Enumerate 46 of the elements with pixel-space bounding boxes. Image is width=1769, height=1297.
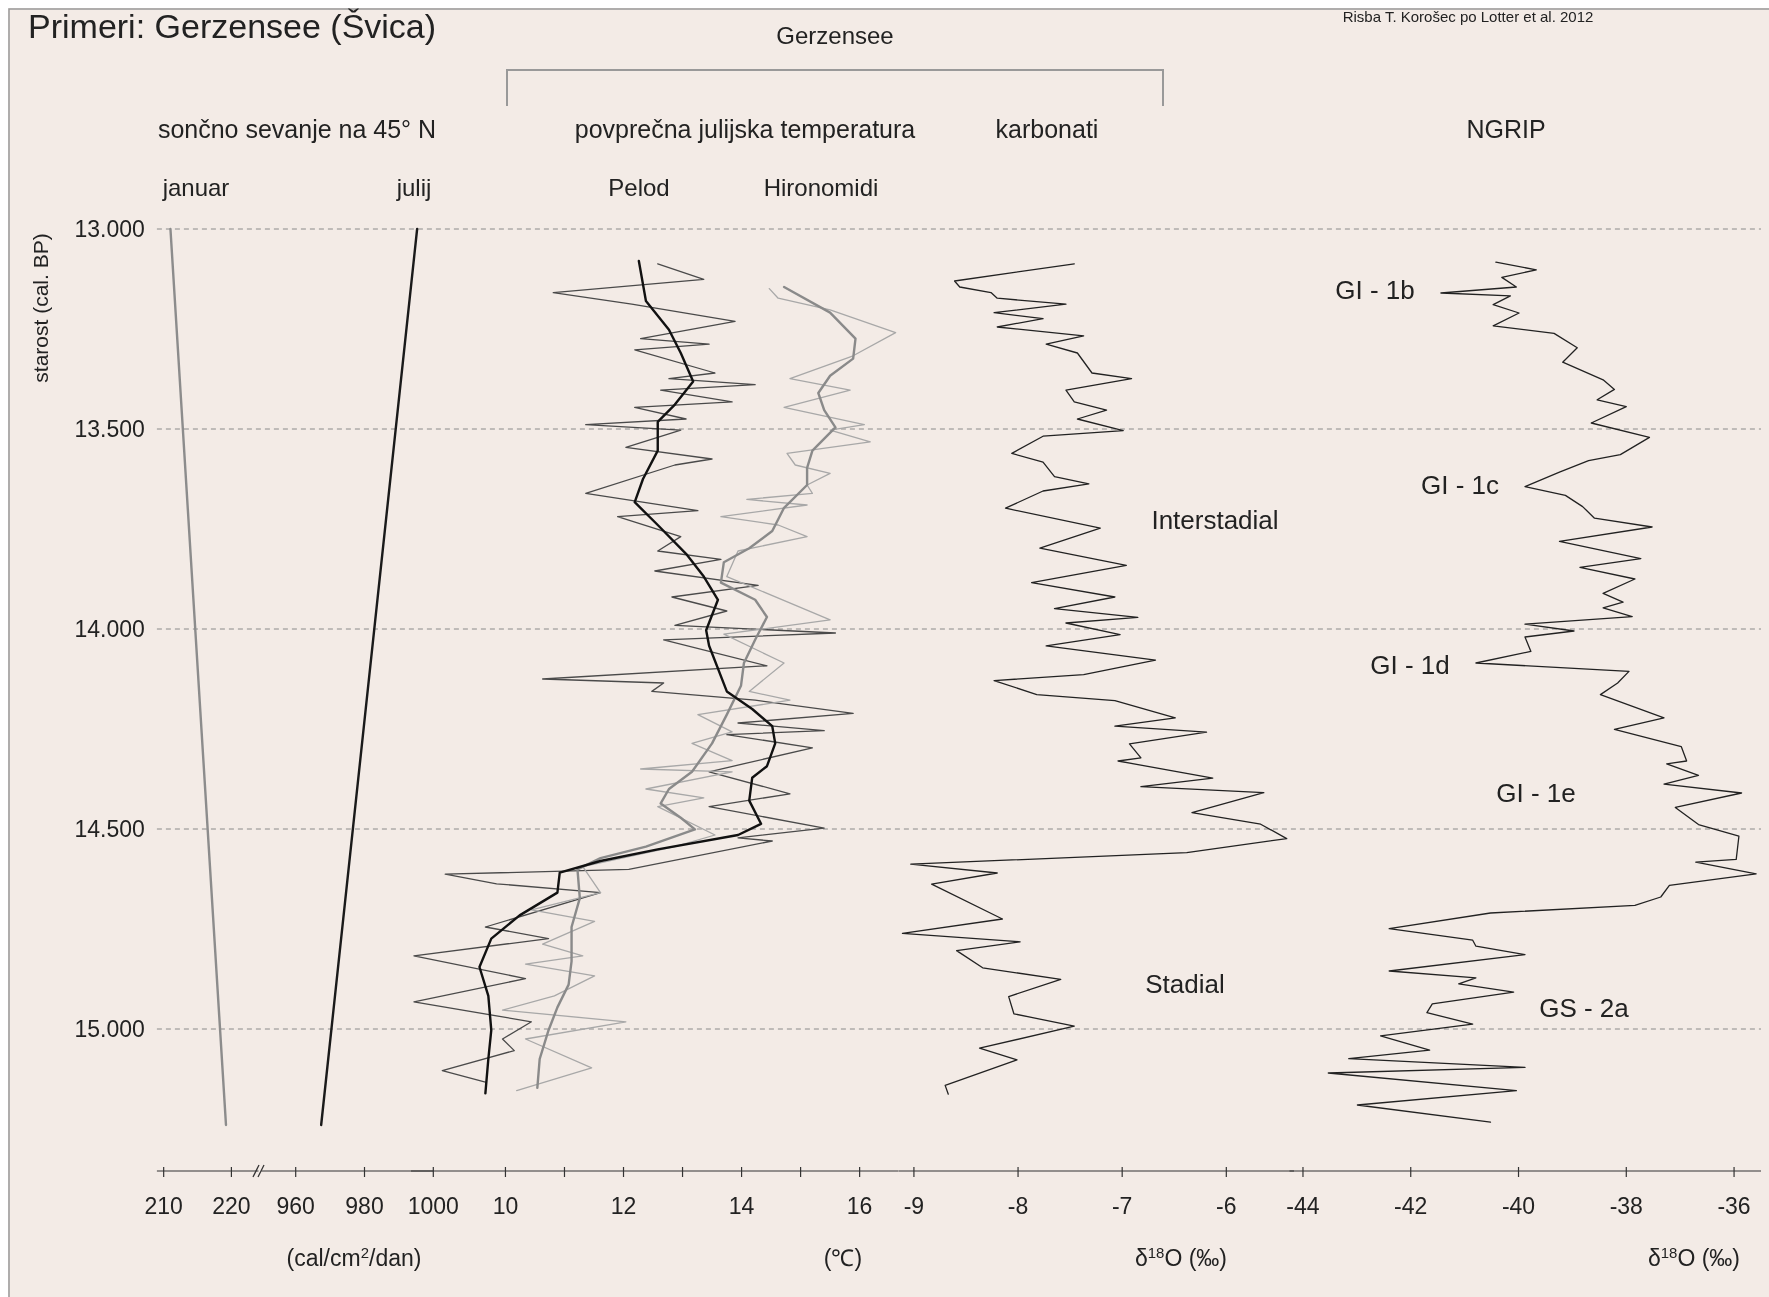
x-tick-label: -36 [1717,1193,1751,1219]
x-tick-label: 10 [492,1193,519,1219]
annotation: GI - 1b [1335,275,1415,305]
y-tick-label: 13.500 [74,416,145,442]
y-tick-label: 15.000 [74,1016,145,1042]
x-tick-label: 220 [212,1193,251,1219]
annotation: Interstadial [1151,505,1279,535]
y-tick-label: 14.500 [74,816,145,842]
x-tick-label: -38 [1609,1193,1643,1219]
x-tick-label: 14 [728,1193,755,1219]
text: Gerzensee [776,22,894,49]
x-axis-title: δ$^{18}$O (‰) [1647,1243,1741,1271]
text: Hironomidi [763,174,879,201]
annotation: GI - 1e [1496,778,1576,808]
x-axis-title: (cal/cm$^{2}$/dan) [286,1243,422,1271]
x-tick-label: 210 [144,1193,183,1219]
x-axis-title: (℃) [823,1245,863,1271]
series-label: januar [161,174,230,201]
x-tick-label: -7 [1111,1193,1133,1219]
x-tick-label: 12 [610,1193,637,1219]
series-label: julij [395,174,432,201]
x-tick-label: 980 [345,1193,384,1219]
text: Risba T. Korošec po Lotter et al. 2012 [1342,8,1594,25]
annotation: GS - 2a [1539,993,1630,1023]
x-tick-label: 960 [276,1193,315,1219]
chart-title: sončno sevanje na 45° N [157,115,437,143]
chart-title: NGRIP [1466,115,1546,143]
x-tick-label: -6 [1216,1193,1237,1219]
chart-title: povprečna julijska temperatura [574,115,916,143]
x-tick-label: -40 [1501,1193,1536,1219]
chart-title: karbonati [995,115,1099,143]
y-axis-title: starost (cal. BP) [29,233,52,383]
x-tick-label: 16 [846,1193,873,1219]
annotation: Stadial [1145,969,1225,999]
x-tick-label: -8 [1007,1193,1029,1219]
x-tick-label: -9 [903,1193,925,1219]
y-tick-label: 14.000 [74,616,145,642]
text: Primeri: Gerzensee (Švica) [28,7,437,45]
x-tick-label: -42 [1394,1193,1428,1219]
y-tick-label: 13.000 [74,216,145,242]
x-tick-label: 1000 [407,1193,459,1219]
annotation: GI - 1d [1370,650,1450,680]
text: Pelod [608,174,670,201]
x-tick-label: -44 [1286,1193,1320,1219]
annotation: GI - 1c [1420,470,1500,500]
x-axis-title: δ$^{18}$O (‰) [1134,1243,1228,1271]
